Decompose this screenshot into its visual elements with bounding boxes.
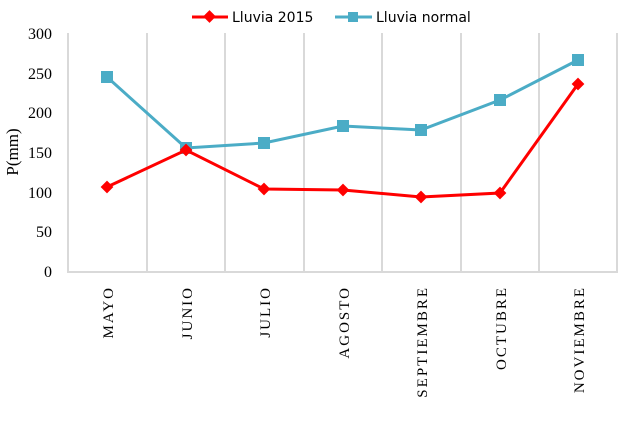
legend-item-lluvia-normal: Lluvia normal xyxy=(335,10,471,26)
legend-label-lluvia-normal: Lluvia normal xyxy=(376,10,471,26)
y-tick: 100 xyxy=(28,185,52,202)
y-tick: 250 xyxy=(28,66,52,83)
y-tick: 300 xyxy=(28,26,52,43)
square-icon xyxy=(348,12,358,22)
data-point xyxy=(493,186,507,200)
diamond-icon xyxy=(203,10,216,23)
y-axis-label: P(mm) xyxy=(3,128,22,175)
category-label: JULIO xyxy=(258,286,274,338)
data-point xyxy=(572,54,584,66)
data-point xyxy=(415,124,427,136)
plot-grid xyxy=(67,33,618,273)
series-lluvia-2015 xyxy=(100,77,585,204)
y-axis-ticks: 0 50 100 150 200 250 300 xyxy=(28,26,52,281)
category-label: SEPTIEMBRE xyxy=(415,286,431,398)
data-point xyxy=(336,183,350,197)
legend-item-lluvia-2015: Lluvia 2015 xyxy=(192,10,313,26)
data-point xyxy=(494,94,506,106)
category-label: JUNIO xyxy=(180,286,196,339)
y-tick: 200 xyxy=(28,105,52,122)
data-point xyxy=(257,182,271,196)
data-point xyxy=(100,180,114,194)
series-lluvia-normal xyxy=(101,54,584,154)
category-label: AGOSTO xyxy=(337,286,353,359)
legend-label-lluvia-2015: Lluvia 2015 xyxy=(232,10,313,26)
data-point xyxy=(414,190,428,204)
category-label: MAYO xyxy=(101,286,117,338)
data-point xyxy=(258,137,270,149)
legend: Lluvia 2015 Lluvia normal xyxy=(192,10,471,26)
data-point xyxy=(179,143,193,157)
category-label: NOVIEMBRE xyxy=(572,286,588,393)
category-label: OCTUBRE xyxy=(494,286,510,370)
data-point xyxy=(101,71,113,83)
data-point xyxy=(337,120,349,132)
y-tick: 50 xyxy=(36,224,52,241)
x-axis-categories: MAYO JUNIO JULIO AGOSTO SEPTIEMBRE OCTUB… xyxy=(101,286,588,398)
y-tick: 0 xyxy=(44,264,52,281)
y-tick: 150 xyxy=(28,145,52,162)
